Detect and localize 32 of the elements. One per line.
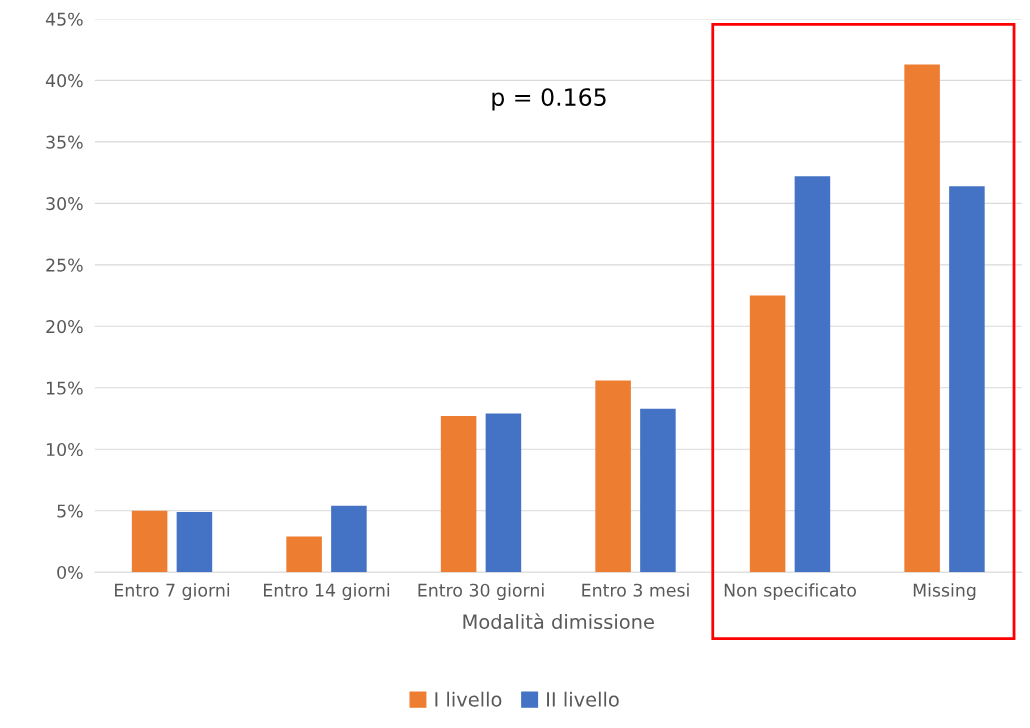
y-tick-label: 45% <box>45 12 83 26</box>
bar <box>595 380 631 573</box>
x-tick-label: Entro 7 giorni <box>115 583 230 601</box>
x-tick-label: Missing <box>913 583 976 601</box>
y-tick-label: 0% <box>57 565 83 580</box>
y-tick-label: 35% <box>46 135 83 149</box>
bar <box>794 176 831 573</box>
bar <box>485 413 522 573</box>
bar <box>131 510 168 573</box>
bar <box>640 408 676 573</box>
bar <box>904 64 940 573</box>
bar <box>286 536 322 573</box>
y-tick-label: 40% <box>45 74 83 88</box>
y-tick-label: 25% <box>46 258 83 272</box>
y-tick-label: 5% <box>57 504 83 518</box>
y-tick-label: 20% <box>46 320 83 334</box>
x-tick-label: Non specificato <box>724 583 856 601</box>
legend-label: II livello <box>547 691 619 707</box>
x-tick-label: Entro 30 giorni <box>418 583 544 601</box>
y-tick-label: 15% <box>46 381 83 395</box>
bar <box>749 295 786 573</box>
bar <box>949 186 985 573</box>
x-axis-title: Modalità dimissione <box>463 613 654 630</box>
x-tick-label: Entro 3 mesi <box>582 583 689 597</box>
x-tick-label: Entro 14 giorni <box>264 583 390 601</box>
bar <box>176 511 213 573</box>
bar <box>440 416 477 573</box>
y-tick-label: 10% <box>46 442 83 457</box>
legend-label: I livello <box>435 691 502 707</box>
annotation: p = 0.165 <box>492 88 606 111</box>
bar <box>331 505 367 573</box>
y-tick-label: 30% <box>46 197 83 211</box>
